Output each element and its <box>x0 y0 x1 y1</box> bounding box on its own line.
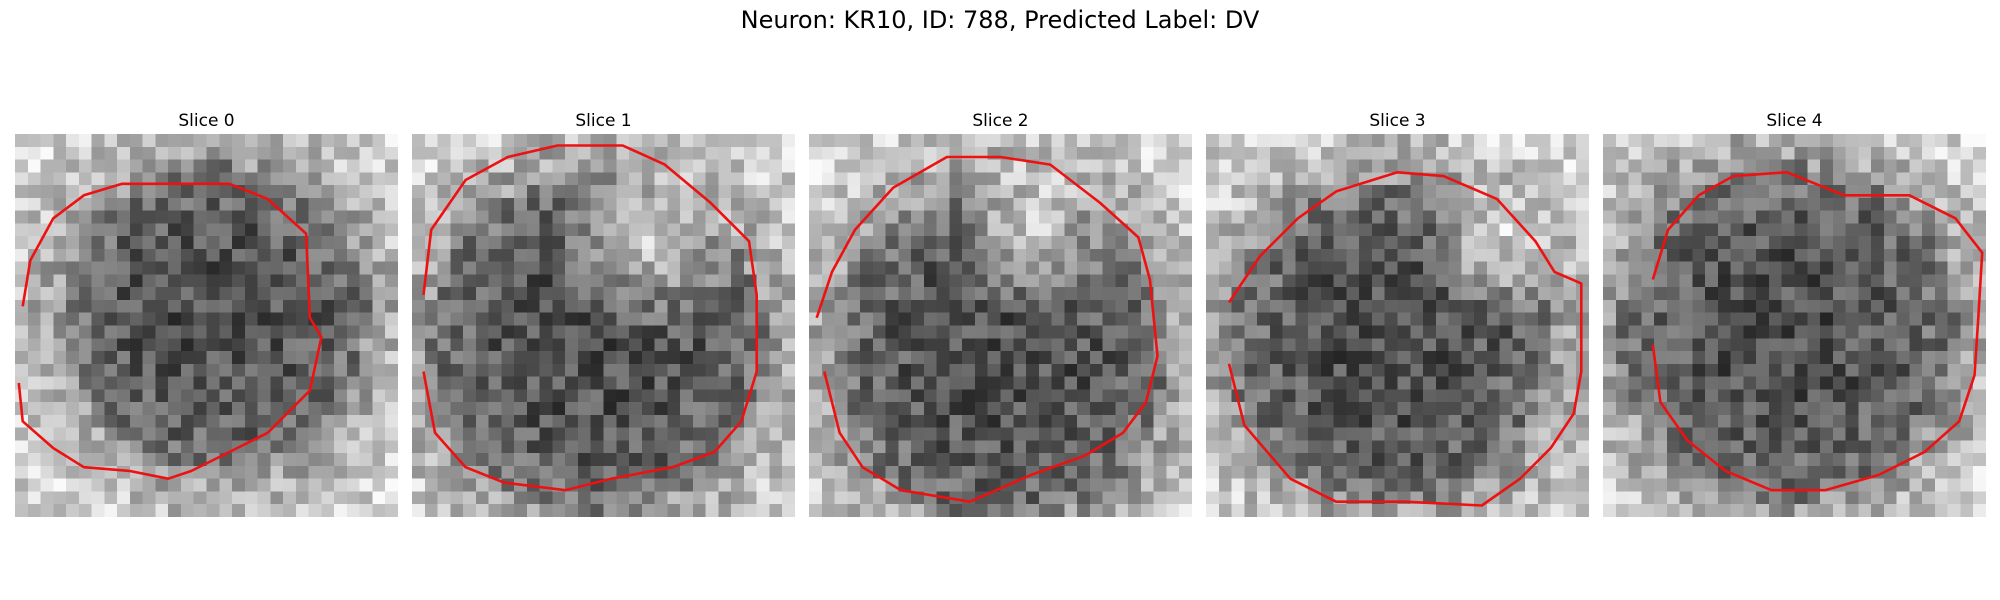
slice-image-0 <box>15 134 398 517</box>
slice-title-2: Slice 2 <box>972 111 1029 131</box>
slice-image-3 <box>1206 134 1589 517</box>
slice-title-4: Slice 4 <box>1766 111 1823 131</box>
slice-title-1: Slice 1 <box>575 111 632 131</box>
pixel-grid <box>809 134 1192 517</box>
roi-contour <box>422 144 759 492</box>
pixel-grid <box>1603 134 1986 517</box>
slice-panel-4: Slice 4 <box>1603 108 1986 517</box>
pixel-grid <box>15 134 398 517</box>
figure-title: Neuron: KR10, ID: 788, Predicted Label: … <box>740 6 1260 34</box>
pixel-grid <box>412 134 795 517</box>
slice-image-4 <box>1603 134 1986 517</box>
slice-title-3: Slice 3 <box>1369 111 1426 131</box>
slice-panel-1: Slice 1 <box>412 108 795 517</box>
slice-image-2 <box>809 134 1192 517</box>
roi-contour <box>815 155 1159 504</box>
slice-panel-3: Slice 3 <box>1206 108 1589 517</box>
slice-panel-2: Slice 2 <box>809 108 1192 517</box>
slice-panel-0: Slice 0 <box>15 108 398 517</box>
roi-contour <box>1227 170 1583 507</box>
roi-contour <box>17 182 323 481</box>
slice-image-1 <box>412 134 795 517</box>
slice-title-0: Slice 0 <box>178 111 235 131</box>
pixel-grid <box>1206 134 1589 517</box>
roi-contour <box>1651 170 1984 492</box>
